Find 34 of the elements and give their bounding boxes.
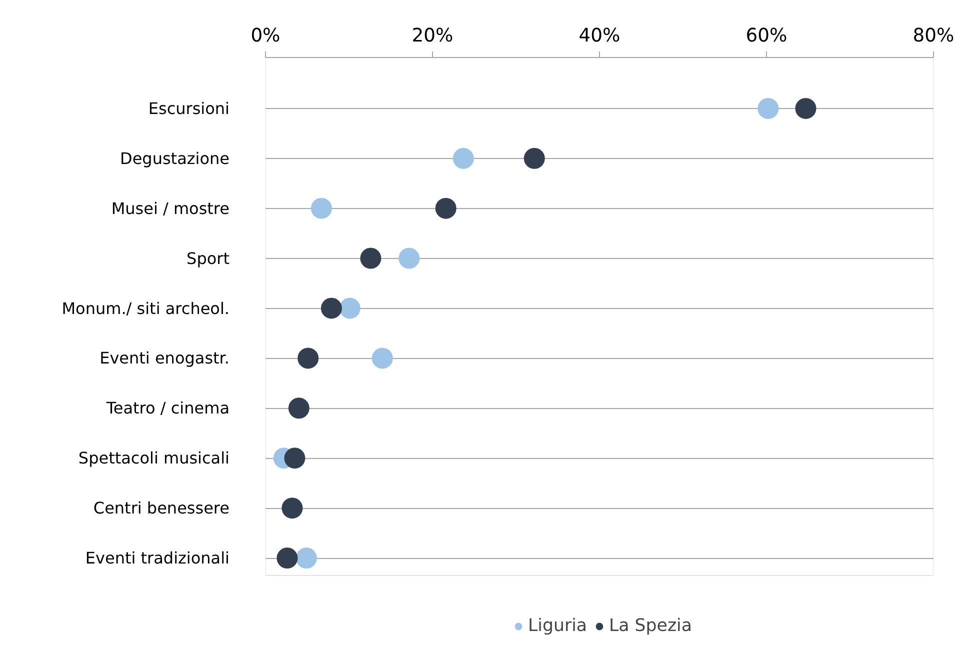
point: [795, 98, 816, 119]
point: [298, 348, 319, 369]
y-tick-label: Musei / mostre: [111, 198, 230, 218]
x-tick-label: 60%: [746, 26, 788, 46]
y-tick-label: Sport: [186, 248, 230, 268]
point: [320, 298, 342, 319]
point: [360, 248, 382, 269]
point: [288, 398, 310, 419]
point: [276, 548, 298, 568]
point: [758, 98, 779, 119]
point: [452, 148, 474, 169]
point: [435, 198, 456, 219]
y-tick-label: Eventi enogastr.: [100, 348, 230, 368]
y-tick-label: Escursioni: [148, 98, 230, 118]
point: [398, 248, 420, 269]
point: [339, 298, 360, 319]
y-tick-label: Centri benessere: [93, 498, 230, 518]
y-tick-label: Degustazione: [120, 148, 230, 168]
y-tick-label: Monum./ siti archeol.: [62, 298, 230, 318]
point: [310, 198, 332, 219]
point: [372, 348, 393, 369]
y-tick-label: Teatro / cinema: [105, 398, 230, 418]
legend-label: La Spezia: [609, 616, 692, 636]
x-tick-label: 20%: [412, 26, 454, 46]
y-tick-label: Eventi tradizionali: [85, 548, 230, 568]
legend-label: Liguria: [528, 616, 588, 636]
x-tick-label: 0%: [250, 26, 280, 46]
x-tick-label: 40%: [578, 26, 620, 46]
x-tick-label: 80%: [912, 26, 954, 46]
point: [282, 498, 303, 519]
point: [296, 548, 317, 568]
point: [284, 448, 306, 469]
y-tick-label: Spettacoli musicali: [78, 448, 230, 468]
point: [524, 148, 545, 169]
